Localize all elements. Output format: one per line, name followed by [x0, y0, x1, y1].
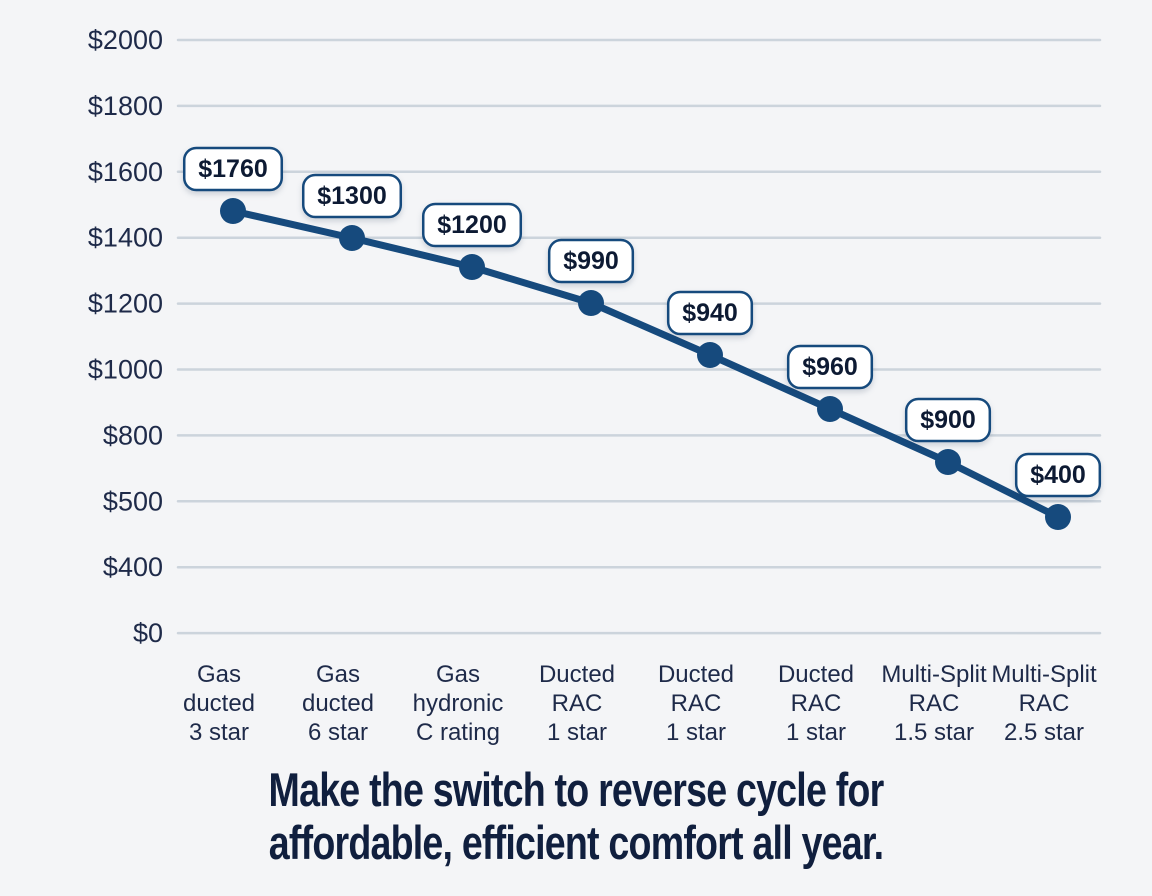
chart-title-line-1: Make the switch to reverse cycle for: [268, 763, 885, 816]
y-axis-tick-label: $1400: [88, 223, 163, 253]
x-axis-category-label: Gas ducted 3 star: [183, 661, 255, 746]
point-value-label: $990: [547, 238, 635, 284]
data-point-marker: [817, 396, 843, 422]
y-axis-tick-labels: $2000 $1800 $1600 $1400 $1200 $1000 $800 $500 $4…: [88, 25, 163, 648]
running-cost-line-chart: $2000 $1800 $1600 $1400 $1200 $1000 $800 $500 $4…: [88, 25, 1102, 746]
x-axis-category-label: Gas ducted 6 star: [302, 661, 374, 746]
data-point-marker: [578, 290, 604, 316]
data-point-marker: [339, 225, 365, 251]
point-value-label-box: [301, 173, 403, 219]
point-value-label: $960: [786, 344, 874, 390]
point-value-label-box: [904, 397, 992, 443]
point-value-label-box: [421, 202, 523, 248]
point-value-label-text: $1300: [317, 182, 387, 210]
data-point-marker: [1045, 504, 1071, 530]
x-axis-category-label: Ducted RAC 1 star: [539, 661, 615, 746]
y-axis-tick-label: $1600: [88, 157, 163, 187]
cost-series-line: [229, 207, 1062, 521]
point-value-label-text: $400: [1030, 461, 1086, 489]
point-value-label-text: $1760: [198, 155, 268, 183]
chart-title-line-2: affordable, efficient comfort all year.: [268, 816, 884, 869]
y-axis-tick-label: $500: [103, 486, 163, 516]
point-value-label-box: [666, 290, 754, 336]
x-axis-category-labels: Gas ducted 3 star Gas ducted 6 star Gas hydroni…: [183, 661, 1097, 746]
y-axis-tick-label: $1000: [88, 355, 163, 385]
chart-title: Make the switch to reverse cycle for aff…: [115, 763, 1037, 869]
point-value-label: $940: [666, 290, 754, 336]
x-axis-category-label: Multi-Split RAC 2.5 star: [991, 661, 1097, 746]
point-value-label-box: [1014, 452, 1102, 498]
data-point-marker: [935, 449, 961, 475]
y-axis-tick-label: $1200: [88, 289, 163, 319]
point-value-label-box: [547, 238, 635, 284]
point-value-label-text: $990: [563, 247, 619, 275]
point-value-label: $1300: [301, 173, 403, 219]
point-value-label: $1760: [182, 146, 284, 192]
point-value-labels: $1760 $1300 $1200 $990 $940 $960 $900 $400: [182, 146, 1102, 498]
point-value-label-text: $900: [920, 406, 976, 434]
x-axis-category-label: Gas hydronic C rating: [413, 661, 504, 746]
y-axis-tick-label: $2000: [88, 25, 163, 55]
x-axis-category-label: Ducted RAC 1 star: [778, 661, 854, 746]
data-point-marker: [220, 198, 246, 224]
y-axis-tick-label: $1800: [88, 91, 163, 121]
x-axis-category-label: Ducted RAC 1 star: [658, 661, 734, 746]
y-axis-tick-label: $400: [103, 552, 163, 582]
data-point-marker: [697, 342, 723, 368]
point-value-label-text: $940: [682, 299, 738, 327]
point-value-label: $900: [904, 397, 992, 443]
x-axis-category-label: Multi-Split RAC 1.5 star: [881, 661, 987, 746]
gridlines: [176, 38, 1102, 635]
data-point-marker: [459, 254, 485, 280]
point-value-label: $400: [1014, 452, 1102, 498]
data-point-markers: [220, 198, 1071, 530]
point-value-label-box: [786, 344, 874, 390]
y-axis-tick-label: $800: [103, 420, 163, 450]
point-value-label: $1200: [421, 202, 523, 248]
y-axis-tick-label: $0: [133, 618, 163, 648]
point-value-label-text: $1200: [437, 211, 507, 239]
point-value-label-box: [182, 146, 284, 192]
point-value-label-text: $960: [802, 353, 858, 381]
